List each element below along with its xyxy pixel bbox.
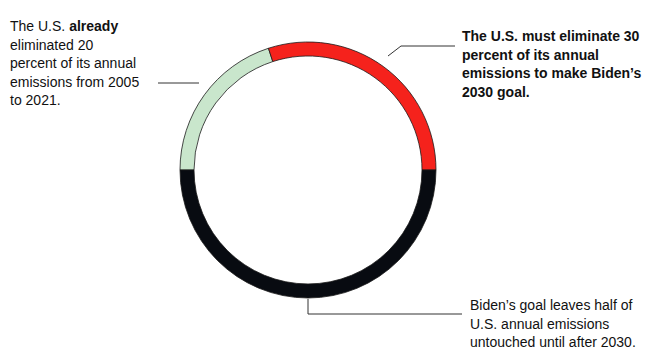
annotation-run: already bbox=[69, 18, 118, 34]
segment bbox=[180, 48, 273, 170]
chart: The U.S. already eliminated 20 percent of … bbox=[0, 0, 655, 359]
annotation-line: U.S. annual emissions bbox=[470, 316, 609, 332]
annotation-line: Biden’s goal leaves half of bbox=[470, 297, 633, 313]
segment bbox=[180, 170, 436, 298]
donut bbox=[180, 42, 436, 298]
leader-line bbox=[388, 46, 455, 56]
annotation-line: eliminated 20 bbox=[10, 37, 93, 53]
annotation-line: percent of its annual bbox=[462, 47, 599, 63]
annotation-line: untouched until after 2030. bbox=[470, 334, 636, 350]
leader-line bbox=[308, 299, 462, 314]
annotation-line: emissions from 2005 bbox=[10, 74, 139, 90]
annotation-line: to 2021. bbox=[10, 92, 61, 108]
annotation-line: The U.S. already bbox=[10, 18, 118, 34]
annotation-line: 2030 goal. bbox=[462, 84, 530, 100]
leader-line bbox=[158, 83, 199, 84]
annotation-line: percent of its annual bbox=[10, 55, 136, 71]
annotation-line: emissions to make Biden’s bbox=[462, 65, 641, 81]
annotation-run: The U.S. bbox=[10, 18, 69, 34]
segment bbox=[268, 42, 436, 170]
annotation-line: The U.S. must eliminate 30 bbox=[462, 28, 640, 44]
